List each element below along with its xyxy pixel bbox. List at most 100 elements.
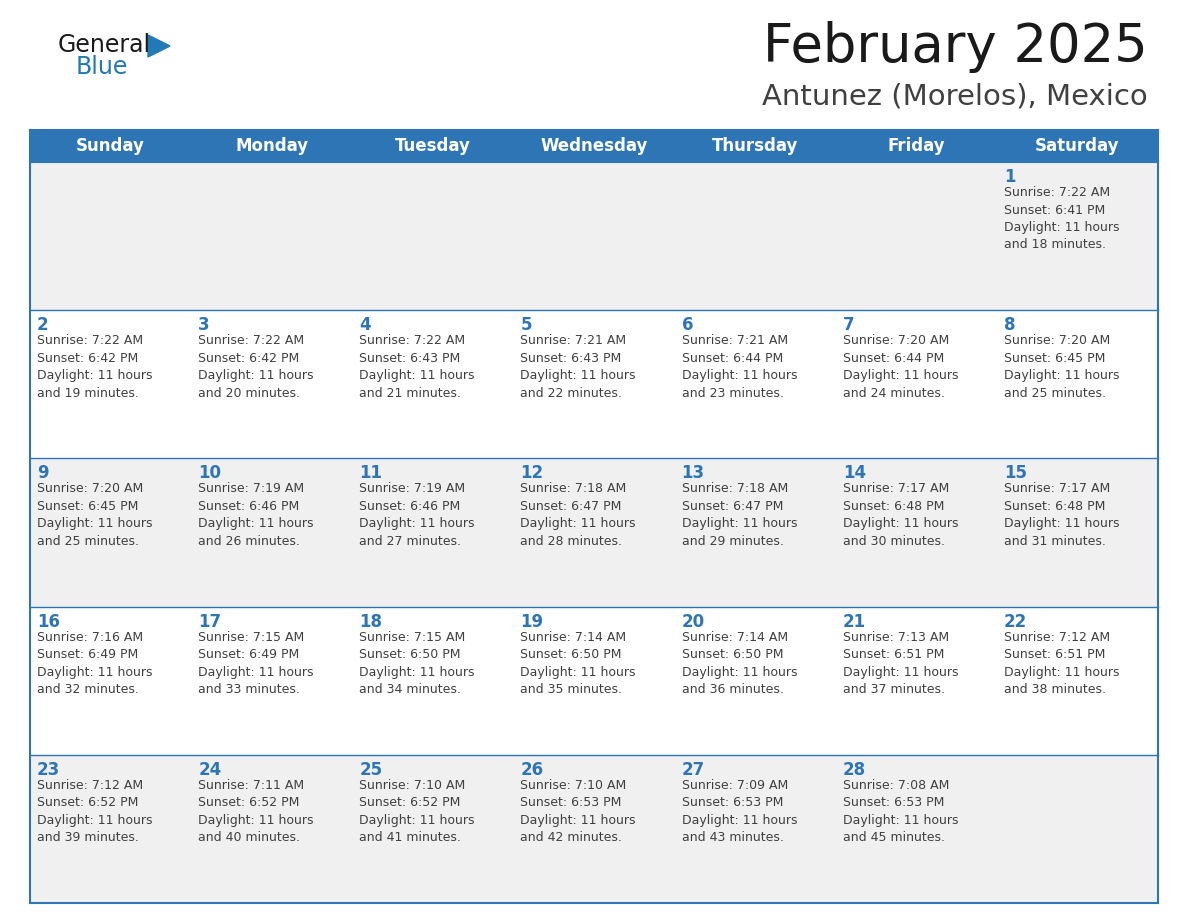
Text: 2: 2 — [37, 316, 49, 334]
Bar — [835, 162, 997, 310]
Text: Monday: Monday — [235, 137, 308, 155]
Text: 25: 25 — [359, 761, 383, 778]
Bar — [191, 458, 353, 607]
Bar — [835, 310, 997, 458]
Text: Sunrise: 7:17 AM
Sunset: 6:48 PM
Daylight: 11 hours
and 30 minutes.: Sunrise: 7:17 AM Sunset: 6:48 PM Dayligh… — [842, 482, 959, 548]
Text: Friday: Friday — [887, 137, 946, 155]
Text: Sunrise: 7:11 AM
Sunset: 6:52 PM
Daylight: 11 hours
and 40 minutes.: Sunrise: 7:11 AM Sunset: 6:52 PM Dayligh… — [198, 778, 314, 845]
Bar — [353, 458, 513, 607]
Text: 5: 5 — [520, 316, 532, 334]
Text: Sunrise: 7:22 AM
Sunset: 6:42 PM
Daylight: 11 hours
and 20 minutes.: Sunrise: 7:22 AM Sunset: 6:42 PM Dayligh… — [198, 334, 314, 399]
Text: Sunrise: 7:22 AM
Sunset: 6:41 PM
Daylight: 11 hours
and 18 minutes.: Sunrise: 7:22 AM Sunset: 6:41 PM Dayligh… — [1004, 186, 1119, 252]
Bar — [30, 755, 191, 903]
Text: Sunrise: 7:17 AM
Sunset: 6:48 PM
Daylight: 11 hours
and 31 minutes.: Sunrise: 7:17 AM Sunset: 6:48 PM Dayligh… — [1004, 482, 1119, 548]
Text: 16: 16 — [37, 612, 61, 631]
Bar — [675, 607, 835, 755]
Text: Sunrise: 7:16 AM
Sunset: 6:49 PM
Daylight: 11 hours
and 32 minutes.: Sunrise: 7:16 AM Sunset: 6:49 PM Dayligh… — [37, 631, 152, 696]
Text: Blue: Blue — [76, 55, 128, 79]
Text: 6: 6 — [682, 316, 693, 334]
Bar — [191, 130, 353, 162]
Bar — [835, 130, 997, 162]
Text: Wednesday: Wednesday — [541, 137, 647, 155]
Bar — [353, 310, 513, 458]
Text: Sunrise: 7:19 AM
Sunset: 6:46 PM
Daylight: 11 hours
and 27 minutes.: Sunrise: 7:19 AM Sunset: 6:46 PM Dayligh… — [359, 482, 475, 548]
Text: 15: 15 — [1004, 465, 1026, 482]
Text: Saturday: Saturday — [1035, 137, 1119, 155]
Bar — [675, 755, 835, 903]
Bar — [835, 458, 997, 607]
Text: Thursday: Thursday — [712, 137, 798, 155]
Text: Sunrise: 7:15 AM
Sunset: 6:49 PM
Daylight: 11 hours
and 33 minutes.: Sunrise: 7:15 AM Sunset: 6:49 PM Dayligh… — [198, 631, 314, 696]
Text: Sunrise: 7:20 AM
Sunset: 6:45 PM
Daylight: 11 hours
and 25 minutes.: Sunrise: 7:20 AM Sunset: 6:45 PM Dayligh… — [37, 482, 152, 548]
Text: Sunrise: 7:10 AM
Sunset: 6:53 PM
Daylight: 11 hours
and 42 minutes.: Sunrise: 7:10 AM Sunset: 6:53 PM Dayligh… — [520, 778, 636, 845]
Text: Sunday: Sunday — [76, 137, 145, 155]
Text: Sunrise: 7:13 AM
Sunset: 6:51 PM
Daylight: 11 hours
and 37 minutes.: Sunrise: 7:13 AM Sunset: 6:51 PM Dayligh… — [842, 631, 959, 696]
Text: 13: 13 — [682, 465, 704, 482]
Text: 27: 27 — [682, 761, 704, 778]
Text: 1: 1 — [1004, 168, 1016, 186]
Text: Sunrise: 7:14 AM
Sunset: 6:50 PM
Daylight: 11 hours
and 36 minutes.: Sunrise: 7:14 AM Sunset: 6:50 PM Dayligh… — [682, 631, 797, 696]
Text: Sunrise: 7:21 AM
Sunset: 6:44 PM
Daylight: 11 hours
and 23 minutes.: Sunrise: 7:21 AM Sunset: 6:44 PM Dayligh… — [682, 334, 797, 399]
Text: 21: 21 — [842, 612, 866, 631]
Bar — [30, 607, 191, 755]
Text: 7: 7 — [842, 316, 854, 334]
Text: Sunrise: 7:14 AM
Sunset: 6:50 PM
Daylight: 11 hours
and 35 minutes.: Sunrise: 7:14 AM Sunset: 6:50 PM Dayligh… — [520, 631, 636, 696]
Bar — [353, 130, 513, 162]
Text: Sunrise: 7:10 AM
Sunset: 6:52 PM
Daylight: 11 hours
and 41 minutes.: Sunrise: 7:10 AM Sunset: 6:52 PM Dayligh… — [359, 778, 475, 845]
Text: 8: 8 — [1004, 316, 1016, 334]
Polygon shape — [148, 35, 170, 57]
Bar — [191, 607, 353, 755]
Text: 19: 19 — [520, 612, 544, 631]
Text: 26: 26 — [520, 761, 544, 778]
Bar — [675, 130, 835, 162]
Text: Sunrise: 7:15 AM
Sunset: 6:50 PM
Daylight: 11 hours
and 34 minutes.: Sunrise: 7:15 AM Sunset: 6:50 PM Dayligh… — [359, 631, 475, 696]
Bar — [30, 130, 191, 162]
Text: 17: 17 — [198, 612, 221, 631]
Text: Sunrise: 7:08 AM
Sunset: 6:53 PM
Daylight: 11 hours
and 45 minutes.: Sunrise: 7:08 AM Sunset: 6:53 PM Dayligh… — [842, 778, 959, 845]
Text: General: General — [58, 33, 151, 57]
Bar — [191, 310, 353, 458]
Text: 14: 14 — [842, 465, 866, 482]
Bar — [513, 607, 675, 755]
Text: Sunrise: 7:21 AM
Sunset: 6:43 PM
Daylight: 11 hours
and 22 minutes.: Sunrise: 7:21 AM Sunset: 6:43 PM Dayligh… — [520, 334, 636, 399]
Text: 12: 12 — [520, 465, 544, 482]
Bar — [513, 755, 675, 903]
Bar — [835, 755, 997, 903]
Text: Sunrise: 7:18 AM
Sunset: 6:47 PM
Daylight: 11 hours
and 29 minutes.: Sunrise: 7:18 AM Sunset: 6:47 PM Dayligh… — [682, 482, 797, 548]
Text: Sunrise: 7:19 AM
Sunset: 6:46 PM
Daylight: 11 hours
and 26 minutes.: Sunrise: 7:19 AM Sunset: 6:46 PM Dayligh… — [198, 482, 314, 548]
Text: Sunrise: 7:12 AM
Sunset: 6:51 PM
Daylight: 11 hours
and 38 minutes.: Sunrise: 7:12 AM Sunset: 6:51 PM Dayligh… — [1004, 631, 1119, 696]
Text: 18: 18 — [359, 612, 383, 631]
Bar — [997, 130, 1158, 162]
Bar — [675, 310, 835, 458]
Bar — [997, 607, 1158, 755]
Bar — [30, 162, 191, 310]
Bar — [997, 755, 1158, 903]
Bar — [353, 755, 513, 903]
Text: 3: 3 — [198, 316, 210, 334]
Bar — [675, 162, 835, 310]
Text: 4: 4 — [359, 316, 371, 334]
Text: 10: 10 — [198, 465, 221, 482]
Bar — [513, 130, 675, 162]
Text: Sunrise: 7:09 AM
Sunset: 6:53 PM
Daylight: 11 hours
and 43 minutes.: Sunrise: 7:09 AM Sunset: 6:53 PM Dayligh… — [682, 778, 797, 845]
Text: 9: 9 — [37, 465, 49, 482]
Text: 20: 20 — [682, 612, 704, 631]
Text: Sunrise: 7:20 AM
Sunset: 6:44 PM
Daylight: 11 hours
and 24 minutes.: Sunrise: 7:20 AM Sunset: 6:44 PM Dayligh… — [842, 334, 959, 399]
Text: Sunrise: 7:22 AM
Sunset: 6:42 PM
Daylight: 11 hours
and 19 minutes.: Sunrise: 7:22 AM Sunset: 6:42 PM Dayligh… — [37, 334, 152, 399]
Bar — [191, 162, 353, 310]
Text: Sunrise: 7:12 AM
Sunset: 6:52 PM
Daylight: 11 hours
and 39 minutes.: Sunrise: 7:12 AM Sunset: 6:52 PM Dayligh… — [37, 778, 152, 845]
Bar — [191, 755, 353, 903]
Text: 23: 23 — [37, 761, 61, 778]
Text: Antunez (Morelos), Mexico: Antunez (Morelos), Mexico — [763, 83, 1148, 111]
Text: 22: 22 — [1004, 612, 1028, 631]
Bar — [675, 458, 835, 607]
Text: Sunrise: 7:22 AM
Sunset: 6:43 PM
Daylight: 11 hours
and 21 minutes.: Sunrise: 7:22 AM Sunset: 6:43 PM Dayligh… — [359, 334, 475, 399]
Bar — [997, 162, 1158, 310]
Bar — [353, 162, 513, 310]
Text: 11: 11 — [359, 465, 383, 482]
Text: Tuesday: Tuesday — [394, 137, 470, 155]
Text: 28: 28 — [842, 761, 866, 778]
Bar — [30, 310, 191, 458]
Bar — [997, 310, 1158, 458]
Text: Sunrise: 7:18 AM
Sunset: 6:47 PM
Daylight: 11 hours
and 28 minutes.: Sunrise: 7:18 AM Sunset: 6:47 PM Dayligh… — [520, 482, 636, 548]
